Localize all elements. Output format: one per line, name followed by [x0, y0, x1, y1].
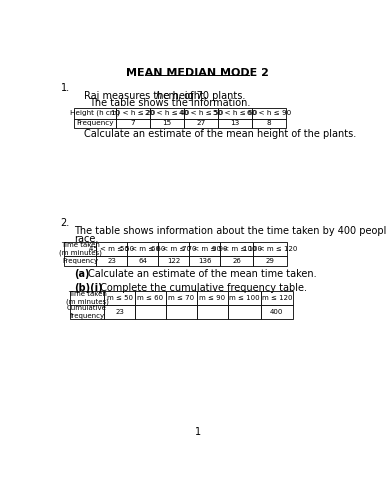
Text: 23: 23: [115, 309, 124, 315]
Bar: [189, 242, 220, 256]
Bar: [135, 291, 166, 305]
Bar: [74, 108, 116, 118]
Text: 400: 400: [270, 309, 284, 315]
Text: 90 < m ≤ 100: 90 < m ≤ 100: [212, 246, 262, 252]
Bar: [116, 108, 150, 118]
Bar: [253, 242, 287, 256]
Text: m ≤ 120: m ≤ 120: [262, 295, 292, 301]
Bar: [189, 256, 220, 266]
Text: Time taken
(m minutes): Time taken (m minutes): [59, 242, 102, 256]
Bar: [127, 242, 158, 256]
Bar: [220, 242, 253, 256]
Text: 50 < m ≤ 60: 50 < m ≤ 60: [120, 246, 166, 252]
Bar: [150, 108, 184, 118]
Text: m ≤ 60: m ≤ 60: [137, 295, 164, 301]
Text: Time taken
(m minutes): Time taken (m minutes): [66, 291, 108, 305]
Text: Calculate an estimate of the mean height of the plants.: Calculate an estimate of the mean height…: [84, 130, 356, 140]
Text: m ≤ 100: m ≤ 100: [229, 295, 260, 301]
Text: 15: 15: [162, 120, 171, 126]
Text: race.: race.: [74, 234, 98, 244]
Bar: [96, 242, 127, 256]
Text: 26: 26: [232, 258, 241, 264]
Text: 10 < h ≤ 20: 10 < h ≤ 20: [111, 110, 155, 116]
Bar: [220, 256, 253, 266]
Bar: [184, 118, 218, 128]
Text: The table shows the information.: The table shows the information.: [89, 98, 251, 108]
Bar: [218, 108, 252, 118]
Text: (b)(i): (b)(i): [74, 284, 102, 294]
Bar: [135, 305, 166, 318]
Text: cm, of 70 plants.: cm, of 70 plants.: [160, 91, 245, 101]
Text: 50 < h ≤ 60: 50 < h ≤ 60: [213, 110, 257, 116]
Text: 7: 7: [130, 120, 135, 126]
Text: Raj measures the height,: Raj measures the height,: [84, 91, 210, 101]
Text: m ≤ 70: m ≤ 70: [168, 295, 195, 301]
Bar: [228, 291, 261, 305]
Bar: [150, 118, 184, 128]
Bar: [261, 291, 293, 305]
Bar: [218, 118, 252, 128]
Text: m ≤ 90: m ≤ 90: [200, 295, 225, 301]
Text: 64: 64: [138, 258, 147, 264]
Bar: [70, 291, 104, 305]
Text: Frequency: Frequency: [76, 120, 113, 126]
Bar: [252, 118, 286, 128]
Text: 60 < h ≤ 90: 60 < h ≤ 90: [247, 110, 291, 116]
Text: 122: 122: [167, 258, 180, 264]
Text: 23: 23: [107, 258, 116, 264]
Bar: [261, 305, 293, 318]
Bar: [253, 256, 287, 266]
Bar: [158, 256, 189, 266]
Bar: [104, 305, 135, 318]
Text: 13: 13: [230, 120, 240, 126]
Text: The table shows information about the time taken by 400 people to complete a: The table shows information about the ti…: [74, 226, 386, 236]
Bar: [197, 291, 228, 305]
Bar: [70, 305, 104, 318]
Text: Height (h cm): Height (h cm): [70, 110, 120, 116]
Text: 27: 27: [196, 120, 206, 126]
Text: 1.: 1.: [61, 83, 70, 93]
Text: m ≤ 50: m ≤ 50: [107, 295, 132, 301]
Bar: [166, 305, 197, 318]
Bar: [184, 108, 218, 118]
Text: Cumulative
frequency: Cumulative frequency: [67, 305, 107, 318]
Bar: [158, 242, 189, 256]
Bar: [96, 256, 127, 266]
Bar: [64, 256, 96, 266]
Text: 70 < m ≤ 90: 70 < m ≤ 90: [182, 246, 228, 252]
Text: 29: 29: [266, 258, 274, 264]
Bar: [127, 256, 158, 266]
Bar: [116, 118, 150, 128]
Text: Complete the cumulative frequency table.: Complete the cumulative frequency table.: [97, 284, 307, 294]
Text: 60 < m ≤ 70: 60 < m ≤ 70: [151, 246, 196, 252]
Text: 8: 8: [267, 120, 271, 126]
Bar: [166, 291, 197, 305]
Text: Calculate an estimate of the mean time taken.: Calculate an estimate of the mean time t…: [88, 270, 317, 280]
Text: 1: 1: [195, 428, 201, 438]
Text: MEAN MEDIAN MODE 2: MEAN MEDIAN MODE 2: [126, 68, 269, 78]
Bar: [228, 305, 261, 318]
Text: 2.: 2.: [61, 218, 70, 228]
Text: 45 < m ≤ 50: 45 < m ≤ 50: [89, 246, 134, 252]
Text: Frequency: Frequency: [62, 258, 98, 264]
Bar: [197, 305, 228, 318]
Text: 100 < m ≤ 120: 100 < m ≤ 120: [243, 246, 297, 252]
Bar: [74, 118, 116, 128]
Text: 40 < h ≤ 50: 40 < h ≤ 50: [179, 110, 223, 116]
Text: (a): (a): [74, 270, 89, 280]
Text: h: h: [156, 91, 162, 101]
Bar: [252, 108, 286, 118]
Bar: [104, 291, 135, 305]
Text: 136: 136: [198, 258, 212, 264]
Text: 20 < h ≤ 40: 20 < h ≤ 40: [145, 110, 189, 116]
Bar: [64, 242, 96, 256]
